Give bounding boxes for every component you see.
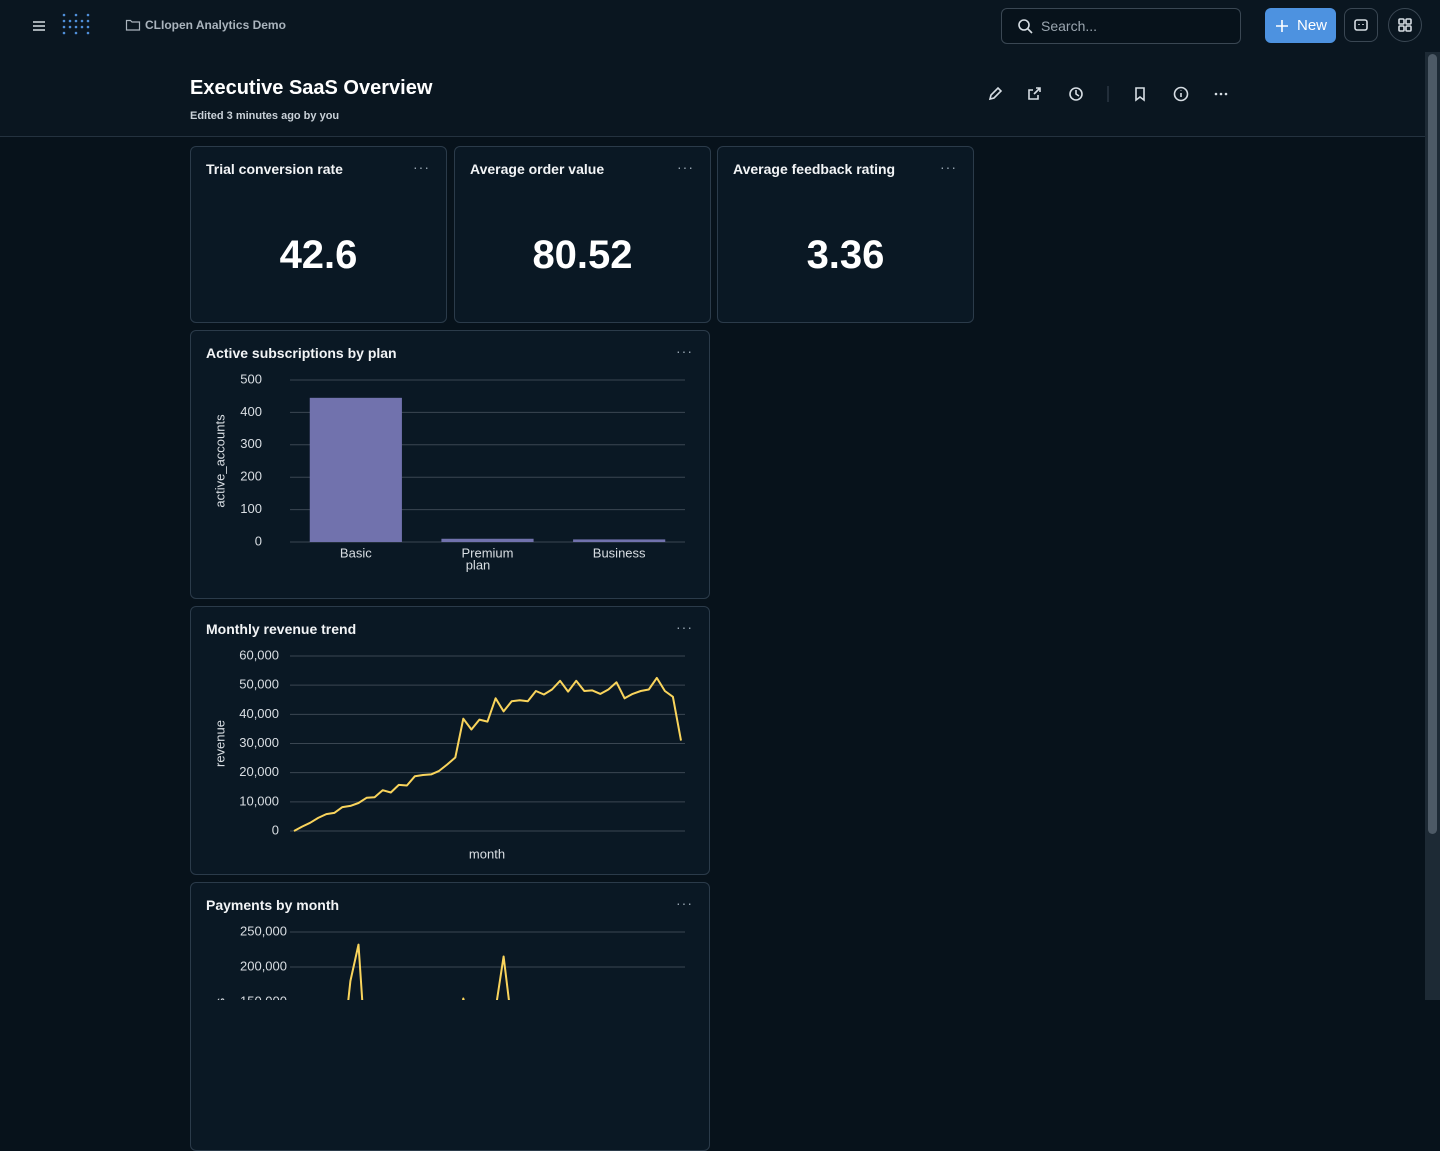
scalar-value: 3.36: [806, 233, 885, 277]
dashboard-card: Trial conversion rate ··· 42.6: [190, 146, 447, 323]
card-title[interactable]: Active subscriptions by plan: [206, 345, 397, 361]
card-title[interactable]: Payments by month: [206, 897, 340, 913]
scrollbar-thumb[interactable]: [1428, 54, 1437, 834]
dashboard-card: Active subscriptions by plan ···: [190, 330, 710, 599]
card-menu[interactable]: ···: [676, 895, 693, 911]
card-menu[interactable]: ···: [940, 159, 957, 175]
plus-icon: [1276, 20, 1288, 32]
dashboard-card: Payments by month ···: [190, 882, 710, 1151]
card-menu[interactable]: ···: [413, 159, 430, 175]
card-title[interactable]: Average order value: [470, 161, 605, 177]
card-menu[interactable]: ···: [676, 619, 693, 635]
breadcrumb[interactable]: CLIopen Analytics Demo: [145, 18, 286, 32]
card-title[interactable]: Monthly revenue trend: [206, 621, 357, 637]
dashboard-card: Monthly revenue trend ···: [190, 606, 710, 875]
more-icon[interactable]: [1214, 92, 1228, 96]
bookmark-icon[interactable]: [1135, 87, 1145, 102]
search-icon: [1018, 19, 1033, 34]
dashboard-card: Average feedback rating ··· 3.36: [717, 146, 974, 323]
assistant-icon: [1354, 19, 1368, 31]
scrollbar: [1425, 52, 1440, 1000]
dashboard-title[interactable]: Executive SaaS Overview: [190, 77, 433, 99]
scalar-value: 42.6: [279, 233, 358, 277]
history-icon[interactable]: [1069, 87, 1083, 101]
info-icon[interactable]: [1173, 86, 1189, 102]
dashboard-header: Executive SaaS Overview Edited 3 minutes…: [0, 52, 1425, 137]
logo[interactable]: [60, 11, 90, 41]
dashboard-card: Average order value ··· 80.52: [454, 146, 711, 323]
menu-icon[interactable]: [30, 17, 48, 35]
card-title[interactable]: Trial conversion rate: [206, 161, 343, 177]
search-placeholder: Search...: [1041, 18, 1098, 34]
card-menu[interactable]: ···: [677, 159, 694, 175]
dashboard-actions: [988, 86, 1228, 102]
search-box[interactable]: Search...: [1001, 8, 1241, 44]
apps-button[interactable]: [1388, 8, 1422, 42]
top-bar: CLIopen Analytics Demo Search... New: [0, 0, 1440, 52]
new-button[interactable]: New: [1265, 8, 1336, 43]
edit-icon[interactable]: [988, 86, 1003, 101]
scalar-value: 80.52: [532, 233, 633, 277]
folder-icon: [125, 19, 141, 31]
new-button-label: New: [1297, 17, 1328, 34]
edited-note: Edited 3 minutes ago by you: [190, 110, 340, 122]
assistant-button[interactable]: [1344, 8, 1378, 42]
card-menu[interactable]: ···: [676, 343, 693, 359]
share-icon[interactable]: [1028, 87, 1041, 100]
apps-icon: [1398, 18, 1412, 32]
card-title[interactable]: Average feedback rating: [733, 161, 896, 177]
